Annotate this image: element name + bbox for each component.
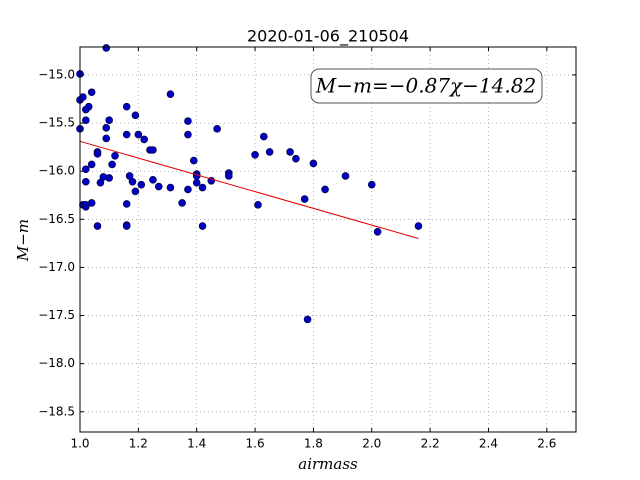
- point: [122, 130, 131, 139]
- point: [198, 183, 207, 192]
- point: [131, 187, 140, 196]
- point: [105, 116, 113, 124]
- x-tick-label: 2.6: [537, 437, 556, 451]
- y-tick-label: −16.0: [38, 164, 75, 178]
- annotation-box: [310, 68, 543, 104]
- point: [93, 222, 102, 230]
- point: [178, 199, 186, 207]
- point: [122, 222, 131, 230]
- point: [154, 182, 163, 191]
- point: [286, 148, 294, 156]
- point: [102, 134, 111, 143]
- y-tick-label: −15.0: [38, 67, 75, 81]
- point: [373, 228, 382, 236]
- point: [137, 180, 146, 189]
- fit-line: [79, 140, 419, 240]
- x-tick-label: 1.6: [246, 437, 265, 451]
- point: [265, 148, 274, 156]
- point: [122, 102, 131, 111]
- point: [166, 90, 175, 98]
- point: [254, 201, 262, 209]
- point: [102, 44, 111, 52]
- point: [321, 185, 329, 194]
- y-tick-label: −16.5: [38, 212, 75, 226]
- x-tick-label: 2.0: [362, 437, 381, 451]
- point: [198, 222, 207, 230]
- point: [367, 180, 376, 189]
- x-tick-label: 1.4: [187, 437, 206, 451]
- x-tick-label: 2.2: [421, 437, 440, 451]
- point: [192, 178, 201, 187]
- x-tick-label: 1.2: [129, 437, 148, 451]
- plot-area: 1.0 1.2 1.4 1.6 1.8 2.0 2.2 2.4 2.6 −15.0 −15.5 −16…: [38, 44, 576, 451]
- point: [102, 124, 111, 132]
- x-tick-label: 1.0: [70, 437, 89, 451]
- x-tick-label: 2.4: [479, 437, 498, 451]
- point: [225, 172, 233, 180]
- point: [122, 200, 131, 208]
- y-tick-label: −17.0: [38, 260, 75, 274]
- point: [128, 177, 137, 186]
- x-tick-label: 1.8: [304, 437, 323, 451]
- y-tick-label: −18.0: [38, 356, 75, 370]
- point: [87, 160, 96, 169]
- point: [309, 159, 318, 168]
- point: [105, 174, 113, 182]
- fit-annotation: M−m=−0.87χ−14.82: [315, 74, 536, 98]
- y-tick-label: −15.5: [38, 116, 75, 130]
- y-axis-label: M−m: [14, 219, 32, 262]
- point: [79, 93, 87, 101]
- point: [149, 176, 157, 184]
- point: [184, 117, 192, 125]
- axes-frame: [79, 46, 577, 433]
- point: [149, 146, 157, 154]
- point: [341, 172, 350, 180]
- y-tick-label: −17.5: [38, 308, 75, 322]
- point: [82, 116, 90, 124]
- x-axis-label: airmass: [298, 455, 358, 473]
- point: [184, 185, 192, 194]
- point: [87, 88, 96, 97]
- point: [140, 135, 148, 144]
- point: [166, 183, 175, 192]
- point: [108, 160, 116, 169]
- point: [82, 177, 90, 186]
- point: [93, 150, 102, 158]
- point: [82, 165, 90, 174]
- point: [300, 195, 309, 203]
- point: [84, 102, 93, 111]
- point: [87, 199, 96, 207]
- chart-title: 2020-01-06_210504: [247, 27, 409, 47]
- point: [131, 111, 140, 120]
- point: [184, 130, 192, 139]
- point: [303, 315, 312, 324]
- point: [292, 154, 300, 163]
- point: [213, 125, 221, 133]
- point: [111, 151, 119, 160]
- point: [260, 132, 268, 141]
- point: [189, 156, 198, 165]
- y-tick-label: −18.5: [38, 404, 75, 418]
- point: [251, 151, 259, 159]
- point: [134, 130, 143, 139]
- point: [414, 222, 423, 230]
